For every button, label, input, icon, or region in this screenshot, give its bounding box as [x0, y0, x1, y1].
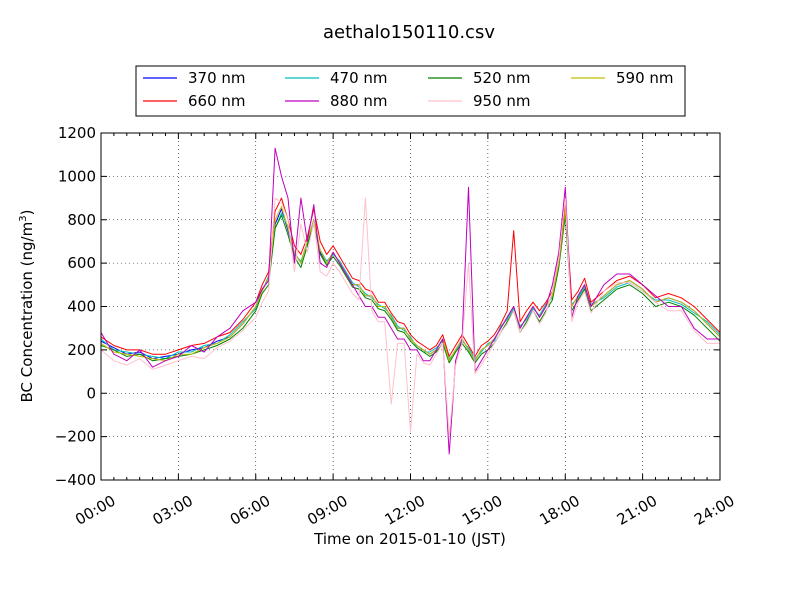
legend-box: [135, 65, 686, 117]
legend-label: 660 nm: [188, 92, 246, 110]
y-tick-label: 1000: [58, 167, 96, 185]
x-axis-label: Time on 2015-01-10 (JST): [313, 530, 506, 548]
legend-label: 370 nm: [188, 69, 246, 87]
y-tick-label: 400: [67, 298, 96, 316]
legend: 370 nm 470 nm 520 nm 590 nm 660 nm 880 nm 950 …: [135, 65, 686, 117]
legend-label: 880 nm: [330, 92, 388, 110]
series-line-950-nm: [101, 197, 720, 438]
y-tick-label: 800: [67, 211, 96, 229]
y-tick-labels: −400 −200 0 200 400 600 800 1000 1200: [55, 124, 96, 489]
y-tick-label: −200: [55, 428, 96, 446]
series-line-590-nm: [101, 206, 720, 362]
y-axis-label: BC Concentration (ng/m3): [18, 210, 36, 403]
y-axis-label-superscript: 3: [18, 215, 29, 221]
series-group: [101, 147, 720, 455]
y-tick-label: 600: [67, 254, 96, 272]
legend-label: 470 nm: [330, 69, 388, 87]
y-axis-label-close: ): [18, 210, 36, 216]
legend-label: 950 nm: [473, 92, 531, 110]
series-line-880-nm: [101, 147, 720, 455]
y-tick-label: −400: [55, 471, 96, 489]
y-tick-label: 200: [67, 341, 96, 359]
chart-title: aethalo150110.csv: [323, 22, 495, 43]
legend-label: 520 nm: [473, 69, 531, 87]
legend-label: 590 nm: [616, 69, 674, 87]
y-axis-label-main: BC Concentration (ng/m: [18, 222, 36, 403]
y-tick-label: 1200: [58, 124, 96, 142]
y-tick-label: 0: [86, 384, 96, 402]
series-line-660-nm: [101, 197, 720, 357]
axis-ticks: [100, 132, 721, 481]
